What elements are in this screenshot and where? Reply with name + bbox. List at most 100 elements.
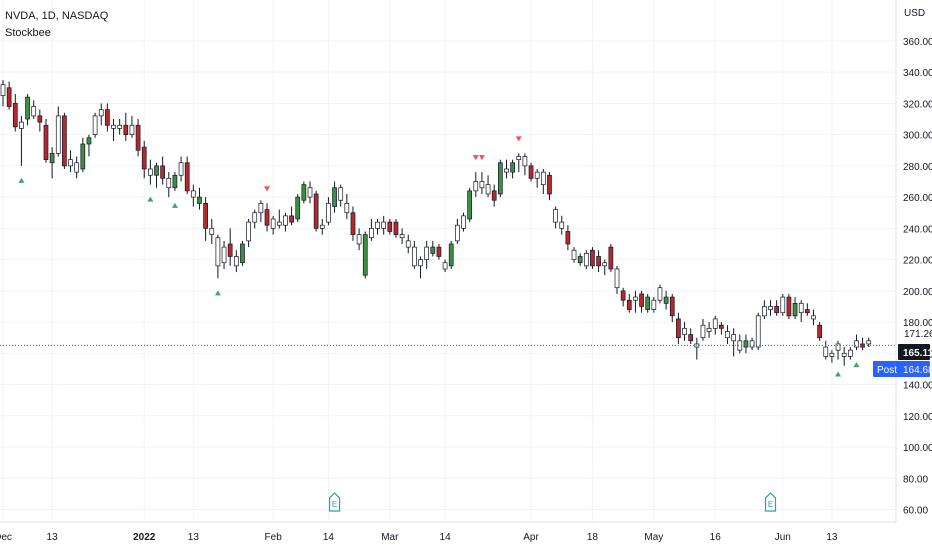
- candle-body: [105, 109, 110, 126]
- candle: [276, 209, 282, 229]
- candle-body: [362, 234, 368, 276]
- earnings-label: E: [768, 500, 773, 509]
- candle-body: [749, 340, 755, 348]
- candle: [369, 218, 374, 241]
- candle: [854, 334, 859, 351]
- candle: [141, 140, 147, 179]
- candle-body: [283, 215, 288, 226]
- candle-body: [19, 121, 24, 129]
- x-tick-label: 13: [188, 532, 200, 543]
- candle-body: [301, 184, 307, 201]
- x-tick-label: 18: [587, 532, 599, 543]
- candle-body: [731, 334, 737, 342]
- candle: [823, 340, 829, 360]
- candle: [731, 328, 737, 357]
- candle: [725, 325, 730, 344]
- y-tick-label: 260.00: [903, 193, 932, 204]
- candle-body: [430, 246, 436, 254]
- candle: [92, 112, 98, 138]
- candle: [381, 215, 387, 235]
- candle-body: [792, 302, 798, 317]
- candle-body: [240, 243, 245, 264]
- candle: [264, 203, 270, 232]
- candle: [448, 240, 454, 269]
- y-tick-label: 80.00: [903, 474, 928, 485]
- candle-body: [399, 234, 405, 239]
- candle: [49, 147, 55, 179]
- earnings-icon[interactable]: E: [328, 492, 341, 512]
- candle: [688, 328, 694, 344]
- candle-body: [565, 231, 571, 245]
- candle: [344, 193, 350, 219]
- candle-body: [510, 162, 515, 173]
- candle: [362, 231, 368, 279]
- candle-body: [491, 190, 497, 201]
- earnings-label: E: [332, 500, 337, 509]
- candle: [547, 172, 552, 201]
- candle-body: [522, 156, 528, 167]
- candle-body: [762, 306, 767, 317]
- chart-gridlines: [0, 0, 896, 522]
- candle-body: [12, 103, 18, 128]
- candle: [105, 103, 110, 132]
- candle-body: [160, 165, 165, 179]
- y-tick-label: 240.00: [903, 224, 932, 235]
- candle-body: [43, 124, 49, 160]
- candle-body: [854, 340, 859, 348]
- candle-body: [270, 218, 276, 229]
- candle-body: [74, 162, 80, 173]
- chart-legend[interactable]: NVDA, 1D, NASDAQ Stockbee: [5, 8, 108, 41]
- candle: [332, 181, 337, 213]
- candle: [455, 218, 460, 244]
- candle-body: [356, 234, 362, 245]
- candle-body: [80, 143, 86, 170]
- candle: [154, 162, 159, 188]
- candle-body: [197, 196, 202, 204]
- candles: [0, 79, 872, 366]
- candle: [0, 79, 6, 107]
- y-tick-label: 140.00: [903, 381, 932, 392]
- y-tick-label: 300.00: [903, 131, 932, 142]
- candle: [743, 334, 749, 354]
- candle-body: [577, 256, 583, 264]
- candle: [510, 159, 515, 179]
- candle-body: [553, 209, 558, 223]
- post-price-tag: [873, 361, 930, 377]
- candle-body: [148, 168, 153, 176]
- candle-body: [571, 249, 577, 260]
- candle-body: [811, 315, 816, 320]
- candle-body: [295, 196, 301, 220]
- candle-body: [700, 324, 706, 339]
- candle-body: [436, 246, 442, 257]
- candle: [755, 312, 761, 351]
- candle-body: [31, 106, 37, 117]
- candle: [387, 218, 393, 235]
- price-axis[interactable]: 60.0080.00100.00120.00140.00160.00180.00…: [903, 37, 932, 517]
- candle: [706, 322, 712, 338]
- candle-body: [706, 327, 712, 332]
- candle-body: [817, 324, 822, 339]
- candle-body: [448, 243, 454, 267]
- candle-body: [172, 174, 178, 189]
- earnings-icon[interactable]: E: [764, 492, 777, 512]
- candle: [19, 115, 24, 166]
- candle: [798, 300, 804, 323]
- candle: [540, 169, 546, 194]
- time-axis[interactable]: Dec 13 2022 13 Feb 14 Mar 14 Apr 18 May 16 Jun 13: [0, 532, 838, 543]
- candle: [135, 119, 141, 157]
- candle-body: [203, 203, 208, 229]
- candle-body: [645, 296, 651, 310]
- candle: [676, 312, 681, 344]
- candle-body: [804, 309, 810, 314]
- candle: [111, 119, 116, 141]
- candle: [68, 150, 73, 173]
- candle-body: [307, 187, 313, 198]
- indicator-name[interactable]: Stockbee: [5, 27, 51, 39]
- candle-body: [313, 193, 319, 229]
- candle: [62, 112, 67, 170]
- symbol-title[interactable]: NVDA, 1D, NASDAQ: [5, 10, 109, 22]
- candle: [596, 250, 601, 273]
- candle-body: [479, 181, 485, 189]
